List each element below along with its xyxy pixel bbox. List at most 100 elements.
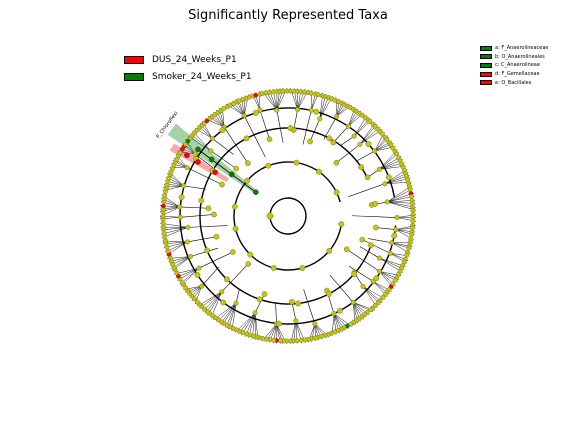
node-branch — [334, 113, 340, 119]
taxa-key-label-b: b: O_Anaerolineales — [495, 53, 545, 60]
edge-branch — [179, 206, 209, 209]
taxa-key-a: a: F_Anaerolineaceae — [480, 44, 549, 53]
node-inner — [343, 246, 350, 253]
node-branch — [351, 133, 357, 139]
node-ring — [299, 265, 306, 271]
node-inner — [373, 224, 379, 231]
node-leaf — [177, 150, 183, 156]
edge-branch — [329, 274, 354, 303]
edge-branch — [276, 110, 284, 143]
taxa-key-d: d: F_Gemellaceae — [480, 70, 549, 79]
node-ring — [270, 265, 277, 271]
node-inner — [211, 211, 217, 218]
node-leaf — [384, 137, 390, 142]
node-branch — [393, 227, 399, 233]
edge-branch — [243, 115, 266, 158]
node-branch — [376, 166, 382, 172]
edge-branch — [303, 289, 316, 324]
node-leaf — [348, 321, 354, 327]
node-leaf — [404, 252, 410, 258]
node-leaf — [375, 300, 381, 305]
edge-branch — [195, 153, 214, 168]
edge-branch — [221, 263, 249, 293]
node-ring — [220, 299, 227, 306]
legend-swatch-dus — [124, 56, 144, 64]
node-branch — [387, 250, 393, 256]
edge-branch — [291, 301, 297, 321]
node-leaf — [259, 91, 265, 97]
node-inner — [364, 174, 371, 181]
edge-branch — [190, 247, 219, 257]
taxa-key-label-d: d: F_Gemellaceae — [495, 71, 540, 78]
node-branch — [177, 214, 183, 220]
ring-2 — [199, 127, 372, 305]
node-branch — [382, 181, 388, 187]
legend-label-smoker: Smoker_24_Weeks_P1 — [152, 72, 252, 82]
node-branch — [241, 113, 247, 119]
node-ring — [368, 242, 374, 249]
taxa-key-b: b: O_Anaerolineales — [480, 53, 549, 62]
node-root — [266, 212, 274, 220]
edge-branch — [336, 144, 361, 163]
edge-branch — [333, 126, 349, 143]
node-inner — [307, 138, 313, 145]
ring-1 — [233, 161, 342, 271]
node-ring — [265, 162, 272, 169]
node-ring — [337, 307, 343, 314]
edge-branch — [355, 150, 375, 162]
node-leaf — [160, 220, 166, 226]
node-leaf — [410, 218, 416, 224]
edge-branch — [302, 110, 312, 145]
edge-biomarker — [197, 149, 212, 160]
node-ring — [316, 168, 322, 175]
node-leaf — [174, 156, 179, 162]
node-leaf — [161, 231, 167, 237]
node-ring — [338, 221, 345, 227]
node-leaf — [183, 141, 188, 147]
node-inner — [233, 165, 239, 172]
node-inner — [266, 136, 273, 142]
node-branch — [293, 318, 299, 324]
taxa-key-label-c: c: C_Anaerolineae — [495, 62, 540, 69]
node-leaf — [161, 203, 166, 209]
node-ring — [198, 197, 205, 204]
cladogram-nodes — [160, 88, 416, 344]
edge-branch — [368, 238, 392, 244]
node-branch — [181, 183, 187, 189]
node-leaf — [179, 280, 185, 286]
node-ring — [231, 203, 238, 210]
node-ring — [391, 232, 398, 239]
node-inner — [245, 160, 251, 167]
node-ring — [287, 125, 294, 131]
edge-branch — [362, 239, 391, 254]
node-branch — [350, 299, 356, 305]
node-ring — [232, 225, 239, 232]
node-leaf — [392, 277, 398, 283]
node-branch — [389, 240, 395, 246]
node-ring — [224, 276, 230, 283]
node-ring — [204, 247, 210, 254]
node-leaf — [278, 338, 283, 344]
node-leaf — [185, 138, 191, 144]
node-inner — [245, 261, 251, 267]
taxa-key-swatch-b — [480, 54, 492, 60]
node-ring — [178, 194, 185, 201]
edge-branch — [254, 294, 265, 313]
node-branch — [274, 107, 280, 113]
node-branch — [394, 215, 400, 221]
node-branch — [209, 135, 215, 141]
node-branch — [357, 141, 363, 147]
node-branch — [252, 310, 258, 316]
node-branch — [208, 148, 214, 154]
node-ring — [293, 159, 300, 166]
node-branch — [257, 107, 263, 113]
node-inner — [330, 139, 337, 146]
edge-branch — [186, 167, 223, 185]
node-ring — [256, 296, 263, 303]
node-ring — [358, 164, 365, 170]
node-leaf — [312, 335, 318, 341]
edge-branch — [348, 265, 374, 282]
node-inner — [289, 299, 295, 305]
node-smoker-biomarker — [228, 171, 235, 178]
node-inner — [219, 181, 225, 188]
